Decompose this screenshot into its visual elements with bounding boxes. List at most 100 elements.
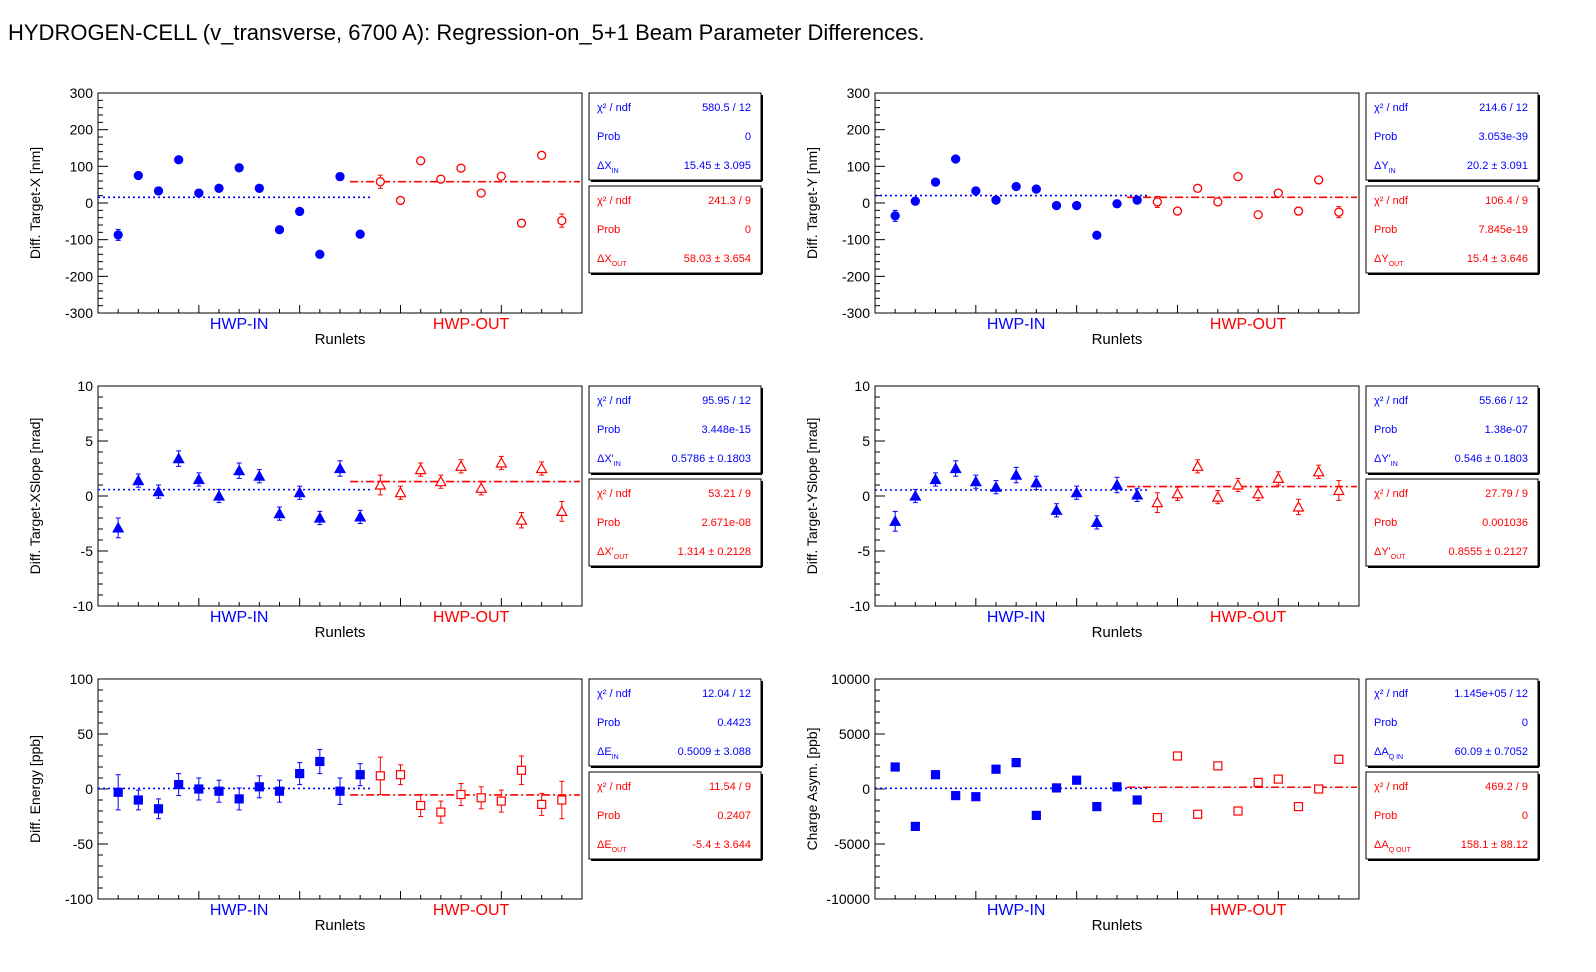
stats-chi2-label: χ² / ndf — [1374, 688, 1409, 700]
x-axis-label: Runlets — [1092, 331, 1143, 348]
data-point — [153, 804, 164, 814]
data-point — [1011, 757, 1021, 768]
data-point — [1193, 809, 1203, 819]
group-label-hwp-in: HWP-IN — [210, 902, 269, 919]
data-point — [416, 800, 426, 811]
stats-box-in — [588, 678, 762, 767]
data-point — [214, 183, 224, 193]
data-point — [1233, 806, 1243, 816]
stats-prob-value: 0 — [745, 224, 751, 236]
data-point — [234, 794, 244, 804]
stats-chi2-value: 106.4 / 9 — [1485, 195, 1528, 207]
data-point — [1051, 783, 1062, 793]
stats-chi2-value: 11.54 / 9 — [709, 781, 751, 793]
data-point — [1193, 183, 1203, 193]
y-tick-label: -300 — [842, 305, 870, 321]
data-point — [456, 789, 466, 800]
stats-prob-label: Prob — [1374, 810, 1397, 822]
data-point — [1191, 460, 1204, 471]
data-point — [374, 478, 387, 490]
y-tick-label: 300 — [847, 85, 871, 101]
y-tick-label: 10000 — [831, 671, 870, 687]
plot-frame — [874, 385, 1360, 607]
data-point — [192, 473, 205, 485]
stats-chi2-value: 241.3 / 9 — [708, 195, 751, 207]
data-point — [1132, 795, 1142, 805]
data-point — [295, 768, 305, 779]
data-point — [254, 782, 264, 792]
data-point — [929, 473, 942, 485]
data-point — [1334, 207, 1344, 217]
stats-chi2-value: 53.21 / 9 — [708, 488, 751, 500]
data-point — [1072, 775, 1082, 785]
stats-chi2-label: χ² / ndf — [1374, 781, 1409, 793]
data-point — [557, 795, 567, 805]
data-point — [274, 786, 285, 796]
stats-box-out — [588, 771, 762, 860]
group-label-hwp-out: HWP-OUT — [433, 316, 510, 333]
data-point — [1050, 504, 1063, 515]
stats-chi2-value: 580.5 / 12 — [702, 102, 751, 114]
y-tick-label: -200 — [842, 268, 870, 284]
data-point — [1110, 478, 1124, 490]
y-axis-label: Charge Asym. [ppb] — [804, 728, 820, 851]
y-tick-label: -10 — [73, 598, 93, 614]
stats-param-label: ΔY'OUT — [1374, 546, 1406, 561]
y-tick-label: 100 — [847, 158, 871, 174]
stats-param-value: 15.4 ± 3.646 — [1467, 253, 1528, 265]
data-point — [1273, 774, 1283, 784]
data-point — [132, 474, 145, 486]
data-point — [930, 770, 941, 780]
group-label-hwp-in: HWP-IN — [210, 316, 269, 333]
plot-frame — [97, 385, 583, 607]
y-axis-label: Diff. Target-X [nm] — [27, 147, 43, 259]
group-label-hwp-out: HWP-OUT — [433, 609, 510, 626]
group-label-hwp-in: HWP-IN — [210, 609, 269, 626]
y-tick-label: 300 — [70, 85, 94, 101]
stats-box-out — [1365, 771, 1539, 860]
stats-param-value: -5.4 ± 3.644 — [692, 839, 751, 851]
stats-box-out — [588, 478, 762, 567]
stats-box-in — [1365, 385, 1539, 474]
y-tick-label: -50 — [73, 836, 93, 852]
stats-chi2-value: 469.2 / 9 — [1485, 781, 1528, 793]
stats-param-label: ΔXIN — [597, 160, 619, 175]
data-point — [909, 489, 922, 501]
stats-prob-value: 1.38e-07 — [1485, 424, 1528, 436]
data-point — [354, 510, 367, 522]
data-point — [335, 786, 345, 796]
stats-param-value: 0.5009 ± 3.088 — [678, 746, 751, 758]
data-point — [1011, 181, 1021, 192]
y-tick-label: 50 — [77, 726, 93, 742]
data-point — [537, 799, 547, 810]
data-point — [172, 452, 185, 464]
data-point — [153, 186, 164, 196]
y-tick-label: 200 — [847, 122, 871, 138]
data-point — [1131, 488, 1144, 500]
data-point — [1010, 468, 1023, 480]
stats-prob-value: 0.001036 — [1482, 517, 1528, 529]
stats-chi2-value: 12.04 / 12 — [702, 688, 751, 700]
stats-prob-label: Prob — [597, 224, 620, 236]
y-tick-label: 0 — [85, 781, 93, 797]
data-point — [1272, 472, 1285, 483]
data-point — [969, 475, 982, 487]
stats-param-value: 60.09 ± 0.7052 — [1455, 746, 1528, 758]
y-tick-label: 0 — [862, 781, 870, 797]
y-axis-label: Diff. Target-XSlope [nrad] — [27, 418, 43, 575]
y-tick-label: 200 — [70, 122, 94, 138]
stats-prob-value: 7.845e-19 — [1478, 224, 1528, 236]
data-point — [516, 765, 527, 775]
data-point — [557, 215, 567, 226]
data-point — [273, 507, 286, 519]
y-tick-label: 0 — [862, 195, 870, 211]
data-point — [253, 469, 266, 481]
data-point — [1213, 761, 1223, 771]
stats-chi2-label: χ² / ndf — [597, 395, 632, 407]
y-tick-label: 5000 — [839, 726, 870, 742]
chart-panel-6: -10000 -5000 0 5000 10000 Charge Asym. [ppb] H… — [804, 671, 1540, 934]
data-point — [989, 480, 1003, 492]
data-point — [1051, 200, 1062, 211]
y-tick-label: -5000 — [834, 836, 870, 852]
stats-box-out — [588, 185, 762, 274]
